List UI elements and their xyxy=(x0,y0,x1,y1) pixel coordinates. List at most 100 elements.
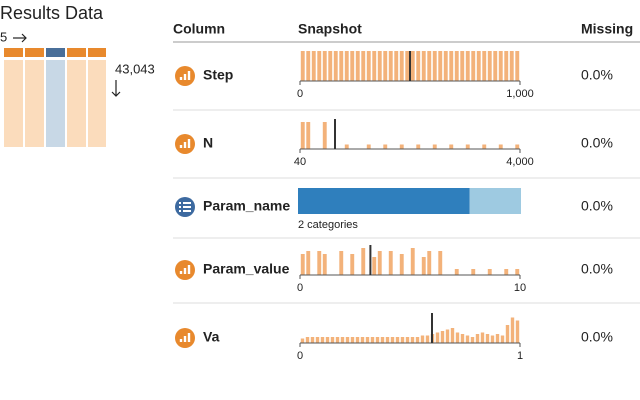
histogram-bar xyxy=(365,337,370,343)
title: Results Data xyxy=(0,3,104,23)
histogram-bar xyxy=(443,51,448,81)
histogram-bar xyxy=(465,144,470,149)
histogram-bar xyxy=(390,337,395,343)
histogram-bar xyxy=(383,51,388,81)
header: Missing xyxy=(581,21,633,37)
icon-glyph xyxy=(183,210,191,212)
histogram-bar xyxy=(475,334,480,343)
tick-label: 40 xyxy=(294,156,306,168)
histogram-bar xyxy=(372,257,377,275)
histogram-bar xyxy=(490,335,495,343)
histogram-bar xyxy=(515,269,520,275)
histogram-bar xyxy=(375,337,380,343)
histogram-bar xyxy=(438,51,443,81)
histogram-bar xyxy=(361,248,366,275)
histogram-bar xyxy=(405,337,410,343)
histogram-bar xyxy=(350,51,355,81)
tick-label: 0 xyxy=(297,88,303,100)
histogram-bar xyxy=(460,51,465,81)
histogram-bar xyxy=(440,331,445,343)
histogram-bar xyxy=(355,51,360,81)
histogram-bar xyxy=(504,51,509,81)
histogram-bar xyxy=(306,251,311,275)
histogram-bar xyxy=(305,337,310,343)
histogram-bar xyxy=(361,51,366,81)
histogram-bar xyxy=(366,144,371,149)
histogram-bar xyxy=(317,251,322,275)
tick-label: 10 xyxy=(514,282,526,294)
column-name: N xyxy=(203,135,213,151)
histogram-bar xyxy=(435,332,440,343)
histogram-bar xyxy=(388,251,393,275)
histogram-bar xyxy=(498,144,503,149)
histogram-bar xyxy=(395,337,400,343)
histogram-bar xyxy=(317,51,322,81)
icon-glyph xyxy=(183,336,187,342)
histogram-bar xyxy=(322,254,327,275)
histogram-bar xyxy=(300,338,305,343)
icon-glyph xyxy=(187,71,191,80)
histogram-bar xyxy=(515,144,520,149)
histogram-bar xyxy=(504,269,509,275)
missing: 0.0% xyxy=(581,329,613,345)
row-count: 43,043 xyxy=(115,61,155,76)
histogram-bar xyxy=(339,51,344,81)
histogram-bar xyxy=(450,328,455,343)
histogram-bar xyxy=(383,144,388,149)
histogram-bar xyxy=(410,248,415,275)
histogram-bar xyxy=(454,269,459,275)
histogram-bar xyxy=(306,51,311,81)
histogram-bar xyxy=(377,51,382,81)
icon-glyph xyxy=(179,202,181,204)
column-name: Step xyxy=(203,67,233,83)
column-name: Param_value xyxy=(203,261,290,277)
histogram-bar xyxy=(399,254,404,275)
histogram-bar xyxy=(410,337,415,343)
icon-glyph xyxy=(183,74,187,80)
icon-glyph xyxy=(183,202,191,204)
histogram-bar xyxy=(355,337,360,343)
histogram-bar xyxy=(515,51,520,81)
tick-label: 1 xyxy=(517,350,523,362)
icon-glyph xyxy=(183,268,187,274)
histogram-bar xyxy=(432,51,437,81)
histogram-bar xyxy=(449,51,454,81)
histogram-bar xyxy=(416,51,421,81)
histogram-bar xyxy=(500,335,505,343)
right-arrow xyxy=(13,33,27,43)
histogram-bar xyxy=(438,251,443,275)
column-count: 5 xyxy=(0,29,7,44)
category-bar xyxy=(298,188,470,214)
histogram-bar xyxy=(311,51,316,81)
histogram-bar xyxy=(487,269,492,275)
histogram-bar xyxy=(310,337,315,343)
histogram-bar xyxy=(509,51,514,81)
histogram-bar xyxy=(471,51,476,81)
histogram-bar xyxy=(377,251,382,275)
histogram-bar xyxy=(400,337,405,343)
histogram-bar xyxy=(420,335,425,343)
histogram-bar xyxy=(345,337,350,343)
histogram-bar xyxy=(339,251,344,275)
icon-glyph xyxy=(187,265,191,274)
icon-glyph xyxy=(187,333,191,342)
histogram-bar xyxy=(421,51,426,81)
missing: 0.0% xyxy=(581,261,613,277)
histogram-bar xyxy=(482,51,487,81)
missing: 0.0% xyxy=(581,198,613,214)
histogram-bar xyxy=(405,51,410,81)
missing: 0.0% xyxy=(581,135,613,151)
histogram-bar xyxy=(366,51,371,81)
histogram-bar xyxy=(370,337,375,343)
histogram-bar xyxy=(300,254,305,275)
histogram-bar xyxy=(340,337,345,343)
histogram-bar xyxy=(325,337,330,343)
histogram-bar xyxy=(432,144,437,149)
tick-label: 4,000 xyxy=(506,156,534,168)
histogram-bar xyxy=(495,334,500,343)
column-name: Va xyxy=(203,329,220,345)
histogram-bar xyxy=(333,51,338,81)
histogram-bar xyxy=(505,325,510,343)
histogram-bar xyxy=(454,51,459,81)
